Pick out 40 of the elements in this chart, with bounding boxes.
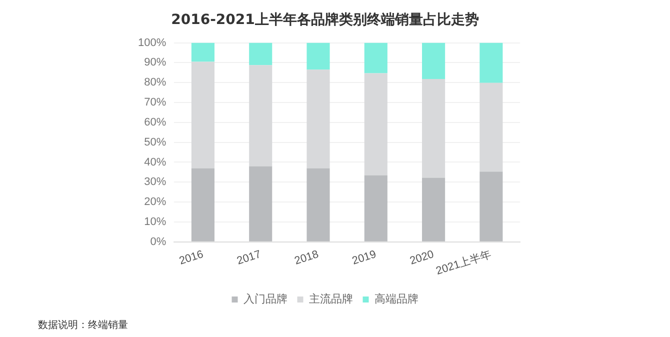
bar [306, 70, 330, 168]
x-tick-label: 2019 [350, 248, 378, 268]
x-tick-label: 2021上半年 [434, 248, 494, 278]
bar [191, 62, 214, 168]
y-tick-label: 60% [144, 116, 166, 128]
bar [480, 82, 503, 172]
y-tick-label: 40% [144, 156, 166, 168]
bar [249, 42, 272, 66]
bar [422, 178, 446, 242]
y-tick-label: 100% [138, 36, 166, 49]
text: 数据说明：终端销量 [38, 318, 128, 332]
bar [306, 42, 330, 70]
y-tick-label: 80% [144, 76, 166, 89]
bar [422, 42, 446, 80]
legend-label: 入门品牌 [243, 292, 288, 306]
legend-label: 主流品牌 [308, 292, 353, 306]
bar [306, 168, 330, 242]
y-tick-label: 90% [144, 56, 166, 69]
bar [364, 42, 388, 74]
x-tick-label: 2017 [236, 248, 262, 268]
y-tick-label: 70% [144, 96, 166, 109]
bar [249, 166, 272, 242]
bar [480, 42, 503, 83]
legend-label: 高端品牌 [374, 292, 418, 306]
x-tick-label: 2016 [178, 248, 205, 268]
y-tick-label: 0% [150, 236, 166, 248]
bar [422, 79, 446, 178]
y-tick-label: 30% [144, 176, 166, 188]
bar [364, 73, 388, 176]
x-tick-label: 2020 [408, 248, 436, 268]
bar [191, 168, 214, 242]
bar [480, 172, 503, 242]
y-tick-label: 50% [144, 136, 166, 148]
bar [191, 42, 214, 62]
y-tick-label: 10% [144, 216, 166, 228]
chart-title: 2016-2021上半年各品牌类别终端销量占比走势 [171, 12, 479, 28]
x-tick-label: 2018 [293, 248, 320, 268]
bar [249, 65, 272, 166]
bar [364, 175, 388, 242]
y-tick-label: 20% [144, 196, 166, 208]
